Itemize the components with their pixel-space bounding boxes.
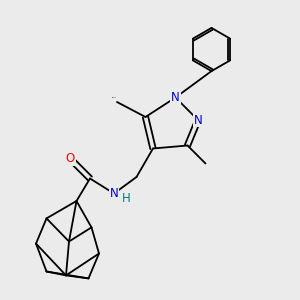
Text: N: N	[110, 187, 118, 200]
Text: N: N	[171, 91, 180, 104]
Text: O: O	[66, 152, 75, 166]
Text: methyl: methyl	[112, 97, 116, 98]
Text: H: H	[122, 191, 131, 205]
Text: N: N	[194, 113, 202, 127]
